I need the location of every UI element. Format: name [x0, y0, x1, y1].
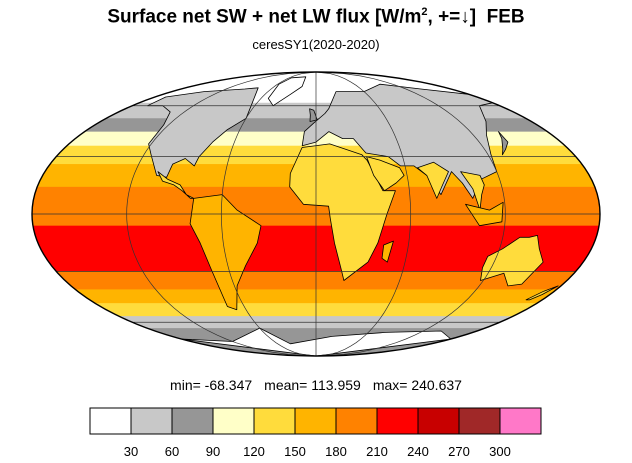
colorbar-label-300: 300 — [489, 444, 511, 459]
colorbar-box-0 — [89, 407, 132, 435]
colorbar-label-30: 30 — [124, 444, 138, 459]
land-japan — [498, 131, 509, 156]
colorbar-box-3 — [212, 407, 255, 435]
meridian-60 — [315, 72, 412, 356]
land-madagascar — [381, 240, 394, 263]
colorbar-label-180: 180 — [325, 444, 347, 459]
plot-title: Surface net SW + net LW flux [W/m2, +=↓]… — [0, 6, 632, 28]
colorbar-label-60: 60 — [165, 444, 179, 459]
stat-max: max= 240.637 — [372, 377, 462, 393]
meridian-120 — [315, 72, 506, 356]
land-australia — [480, 234, 544, 287]
colorbar-box-1 — [130, 407, 173, 435]
statistics: min= -68.347 mean= 113.959 max= 240.637 — [0, 377, 632, 393]
colorbar-label-210: 210 — [366, 444, 388, 459]
land-greenland — [267, 76, 307, 107]
land-arabia — [366, 156, 405, 192]
colorbar-box-8 — [417, 407, 460, 435]
land-central-america — [157, 171, 195, 199]
colorbar-box-4 — [253, 407, 296, 435]
colorbar-box-7 — [376, 407, 419, 435]
land-india — [417, 161, 449, 199]
stat-min: min= -68.347 — [170, 377, 253, 393]
map-outline — [31, 71, 601, 357]
colorbar-label-150: 150 — [284, 444, 306, 459]
colorbar-box-10 — [499, 407, 542, 435]
land-new-zealand — [525, 285, 559, 301]
stat-mean: mean= 113.959 — [264, 377, 361, 393]
land-south-america — [189, 194, 262, 311]
colorbar-label-240: 240 — [407, 444, 429, 459]
colorbar-box-5 — [294, 407, 337, 435]
colorbar-box-9 — [458, 407, 501, 435]
land-southeast-asia — [460, 171, 485, 211]
title-superscript: 2 — [421, 6, 428, 18]
title-month: FEB — [486, 6, 525, 28]
land-north-america — [147, 87, 259, 178]
meridian--120 — [126, 72, 317, 356]
colorbar-label-120: 120 — [243, 444, 265, 459]
colorbar-box-2 — [171, 407, 214, 435]
title-rest: , +=↓] — [427, 6, 477, 28]
colorbar-label-90: 90 — [206, 444, 220, 459]
colorbar-label-270: 270 — [448, 444, 470, 459]
plot-subtitle: ceresSY1(2020-2020) — [252, 37, 380, 52]
colorbar-box-6 — [335, 407, 378, 435]
title-main: Surface net SW + net LW flux [W/m — [107, 6, 422, 28]
meridian--60 — [220, 72, 317, 356]
